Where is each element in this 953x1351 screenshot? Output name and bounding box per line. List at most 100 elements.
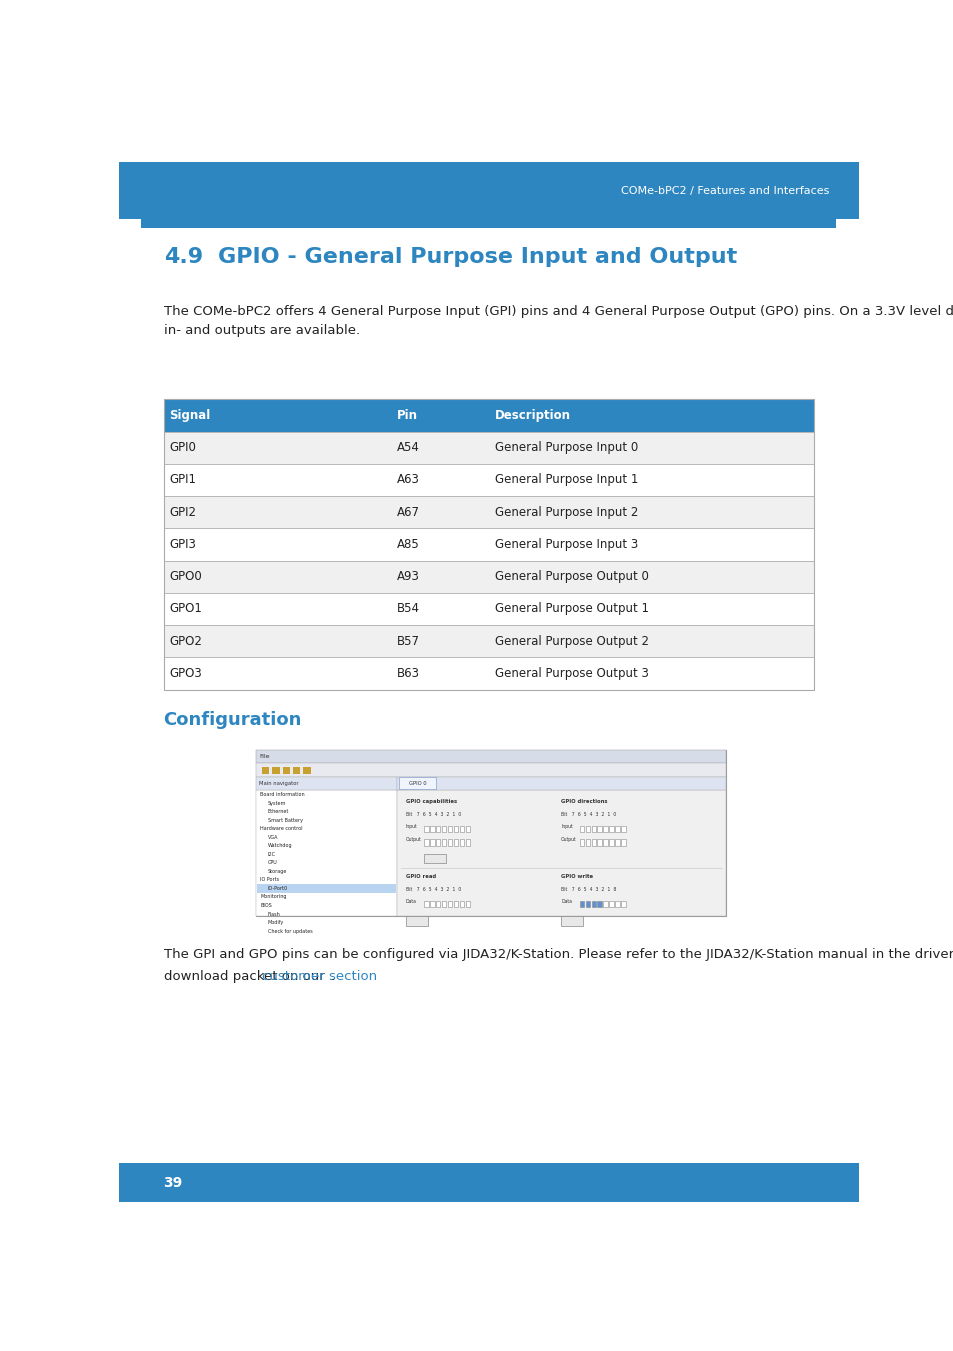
Bar — [447, 901, 452, 907]
Bar — [441, 825, 446, 832]
Bar — [579, 901, 583, 907]
Text: B57: B57 — [396, 635, 420, 647]
Text: GPIO 0: GPIO 0 — [408, 781, 426, 786]
Bar — [436, 825, 440, 832]
Bar — [398, 777, 436, 789]
Bar — [424, 901, 428, 907]
Text: General Purpose Output 2: General Purpose Output 2 — [495, 635, 648, 647]
Bar — [591, 839, 596, 846]
Bar — [602, 839, 607, 846]
Bar — [620, 825, 625, 832]
Text: GPIO read: GPIO read — [405, 874, 436, 878]
Bar — [459, 825, 464, 832]
Bar — [164, 561, 813, 593]
Bar — [597, 839, 601, 846]
Text: Output: Output — [405, 838, 421, 842]
Bar — [465, 825, 470, 832]
Text: GPI2: GPI2 — [170, 505, 196, 519]
Text: General Purpose Input 3: General Purpose Input 3 — [495, 538, 638, 551]
Text: VGA: VGA — [268, 835, 278, 840]
Text: Pin: Pin — [396, 409, 417, 422]
Bar — [579, 839, 583, 846]
Text: Data: Data — [560, 898, 572, 904]
Bar — [609, 825, 613, 832]
Text: Flash: Flash — [268, 912, 280, 916]
Text: Configuration: Configuration — [164, 712, 302, 730]
Text: Output: Output — [560, 838, 577, 842]
Text: A93: A93 — [396, 570, 419, 584]
Bar — [585, 825, 589, 832]
Bar — [141, 218, 836, 228]
Text: General Purpose Input 2: General Purpose Input 2 — [495, 505, 638, 519]
Text: Hardware control: Hardware control — [260, 827, 303, 831]
Bar — [615, 901, 618, 907]
Text: Monitoring: Monitoring — [260, 894, 287, 900]
Bar — [255, 750, 724, 763]
Bar — [597, 901, 601, 907]
Bar — [272, 766, 279, 774]
Text: Set: Set — [431, 855, 438, 861]
Text: GPIO directions: GPIO directions — [560, 798, 607, 804]
Text: Main navigator: Main navigator — [258, 781, 298, 786]
Text: GPO1: GPO1 — [170, 603, 202, 616]
Bar — [447, 839, 452, 846]
Bar — [119, 162, 858, 219]
Text: GPIO - General Purpose Input and Output: GPIO - General Purpose Input and Output — [217, 247, 736, 267]
Text: Bit   7  6  5  4  3  2  1  0: Bit 7 6 5 4 3 2 1 0 — [405, 812, 460, 817]
Text: IO Ports: IO Ports — [260, 877, 279, 882]
Text: Bit   7  6  5  4  3  2  1  0: Bit 7 6 5 4 3 2 1 0 — [405, 888, 460, 892]
Bar — [262, 766, 269, 774]
Text: customer section: customer section — [262, 970, 377, 984]
Bar — [255, 777, 396, 790]
Text: General Purpose Output 0: General Purpose Output 0 — [495, 570, 648, 584]
Bar — [255, 763, 724, 777]
Text: Watchdog: Watchdog — [268, 843, 293, 848]
Text: General Purpose Input 1: General Purpose Input 1 — [495, 473, 638, 486]
Bar — [164, 400, 813, 431]
Bar — [465, 901, 470, 907]
Bar — [430, 839, 435, 846]
Bar — [303, 766, 311, 774]
Bar — [255, 750, 724, 916]
Text: Ethernet: Ethernet — [268, 809, 289, 815]
Text: The COMe-bPC2 offers 4 General Purpose Input (GPI) pins and 4 General Purpose Ou: The COMe-bPC2 offers 4 General Purpose I… — [164, 304, 953, 336]
Text: File: File — [259, 754, 270, 759]
Bar — [255, 790, 396, 916]
Text: .: . — [331, 970, 335, 984]
Text: General Purpose Input 0: General Purpose Input 0 — [495, 442, 638, 454]
Bar — [602, 825, 607, 832]
Text: B54: B54 — [396, 603, 420, 616]
Text: A85: A85 — [396, 538, 419, 551]
Text: 4.9: 4.9 — [164, 247, 203, 267]
Text: GPO2: GPO2 — [170, 635, 202, 647]
Text: Data: Data — [405, 898, 416, 904]
Text: The GPI and GPO pins can be configured via JIDA32/K-Station. Please refer to the: The GPI and GPO pins can be configured v… — [164, 947, 953, 961]
Bar — [424, 854, 446, 863]
Text: download packet on our: download packet on our — [164, 970, 328, 984]
Text: Read: Read — [411, 917, 422, 923]
Text: IO-Port0: IO-Port0 — [268, 886, 288, 890]
Text: Bit   7  6  5  4  3  2  1  8: Bit 7 6 5 4 3 2 1 8 — [560, 888, 616, 892]
Bar — [615, 839, 618, 846]
Text: GPI1: GPI1 — [170, 473, 196, 486]
Bar — [454, 901, 457, 907]
Text: General Purpose Output 3: General Purpose Output 3 — [495, 667, 648, 680]
Bar — [164, 463, 813, 496]
Bar — [430, 825, 435, 832]
Text: Smart Battery: Smart Battery — [268, 817, 302, 823]
Text: Write: Write — [566, 917, 578, 923]
Bar — [591, 901, 596, 907]
Text: Signal: Signal — [170, 409, 211, 422]
Bar — [164, 496, 813, 528]
Bar — [454, 825, 457, 832]
Bar — [119, 1163, 858, 1202]
Text: Input: Input — [560, 824, 573, 828]
Text: Input: Input — [405, 824, 417, 828]
Bar — [459, 839, 464, 846]
Text: Description: Description — [495, 409, 570, 422]
Bar — [436, 839, 440, 846]
Bar — [609, 901, 613, 907]
Text: I2C: I2C — [268, 852, 275, 857]
Bar — [441, 901, 446, 907]
Bar — [609, 839, 613, 846]
